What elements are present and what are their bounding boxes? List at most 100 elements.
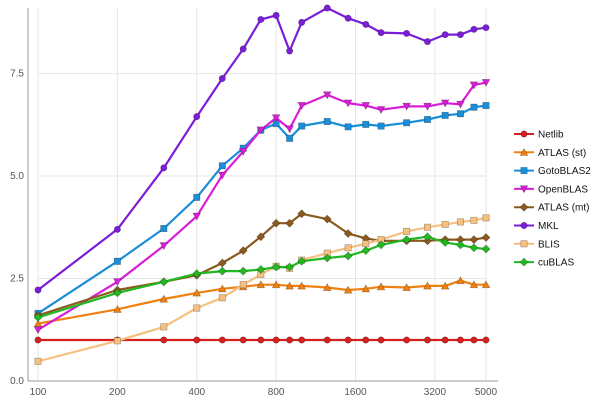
data-point	[34, 336, 42, 344]
data-point	[239, 45, 247, 53]
series-openblas	[33, 79, 491, 335]
data-point	[377, 122, 385, 130]
data-point	[113, 225, 121, 233]
series-line	[37, 81, 487, 331]
data-point	[361, 246, 371, 256]
data-point	[482, 24, 490, 32]
data-point	[424, 115, 432, 123]
series-atlas-st	[33, 276, 491, 328]
data-point	[470, 103, 478, 111]
data-point	[323, 4, 331, 12]
data-point	[297, 102, 306, 110]
legend-label: ATLAS (mt)	[538, 203, 589, 214]
data-point	[285, 281, 294, 290]
y-tick-label: 0.0	[10, 376, 24, 387]
data-point	[470, 25, 478, 33]
data-point	[403, 119, 411, 127]
legend-item[interactable]: ATLAS (st)	[514, 148, 586, 159]
data-point	[403, 29, 411, 37]
data-point	[482, 336, 490, 344]
legend-marker	[519, 202, 529, 212]
legend-item[interactable]: GotoBLAS2	[514, 166, 591, 177]
data-point	[112, 288, 122, 298]
axes: 100 200 400 800 1600 3200 5000 0.0 2.5 5.0 7.5	[10, 8, 498, 398]
data-point	[481, 280, 491, 289]
data-point	[159, 277, 169, 287]
data-point	[456, 240, 465, 250]
data-point	[343, 229, 353, 238]
legend-item[interactable]: ATLAS (mt)	[514, 203, 589, 214]
legend-marker	[520, 167, 528, 175]
data-point	[33, 313, 43, 322]
series-line	[37, 6, 487, 291]
data-point	[423, 281, 432, 290]
data-point	[440, 281, 450, 290]
data-point	[160, 164, 168, 172]
data-point	[218, 162, 226, 170]
legend-marker	[520, 222, 528, 230]
series-atlas-mt	[33, 209, 491, 320]
data-point	[456, 336, 464, 344]
data-point	[271, 114, 281, 123]
data-point	[193, 193, 201, 201]
data-point	[361, 284, 371, 293]
data-point	[238, 266, 248, 276]
series-netlib	[34, 336, 490, 344]
data-point	[441, 111, 449, 119]
data-point	[424, 336, 432, 344]
data-point	[377, 29, 385, 37]
data-point	[193, 113, 201, 121]
data-point	[159, 242, 169, 251]
data-point	[440, 99, 450, 108]
data-point	[218, 75, 226, 83]
data-point	[297, 281, 306, 290]
data-point	[343, 251, 353, 261]
data-point	[298, 18, 306, 26]
legend-marker	[520, 240, 528, 248]
legend-label: BLIS	[538, 239, 560, 250]
data-point	[469, 235, 479, 245]
data-point	[271, 218, 281, 228]
data-point	[376, 282, 386, 291]
legend-item[interactable]: OpenBLAS	[514, 184, 588, 195]
data-point	[361, 102, 371, 110]
legend: Netlib ATLAS (st) GotoBLAS2 OpenBLAS ATLAS (…	[514, 130, 591, 269]
legend-label: MKL	[538, 221, 559, 232]
data-point	[285, 262, 295, 272]
legend-item[interactable]: cuBLAS	[514, 258, 574, 269]
data-point	[34, 357, 42, 365]
data-point	[192, 269, 202, 279]
legend-label: OpenBLAS	[538, 184, 588, 195]
data-point	[323, 336, 331, 344]
data-point	[423, 232, 432, 242]
data-point	[424, 223, 432, 231]
series-line	[37, 104, 487, 315]
data-point	[362, 336, 370, 344]
data-point	[481, 79, 491, 88]
data-point	[377, 336, 385, 344]
data-point	[285, 125, 294, 134]
data-point	[482, 214, 490, 222]
legend-item[interactable]: MKL	[514, 221, 559, 232]
data-point	[113, 278, 122, 287]
data-point	[218, 294, 226, 302]
data-point	[285, 218, 295, 228]
legend-item[interactable]: BLIS	[514, 239, 560, 250]
data-point	[322, 91, 332, 100]
data-point	[344, 336, 352, 344]
data-point	[481, 244, 491, 254]
data-point	[272, 11, 280, 19]
legend-label: ATLAS (st)	[538, 148, 586, 159]
legend-item[interactable]: Netlib	[514, 130, 564, 141]
series-gotoblas2	[34, 102, 490, 317]
data-point	[440, 238, 450, 247]
series-mkl	[34, 4, 490, 294]
data-point	[469, 81, 479, 90]
data-point	[424, 38, 432, 46]
data-point	[238, 147, 248, 156]
y-tick-label: 5.0	[10, 171, 24, 182]
data-point	[192, 212, 202, 221]
data-point	[271, 280, 281, 289]
data-point	[272, 336, 280, 344]
data-point	[217, 266, 227, 276]
